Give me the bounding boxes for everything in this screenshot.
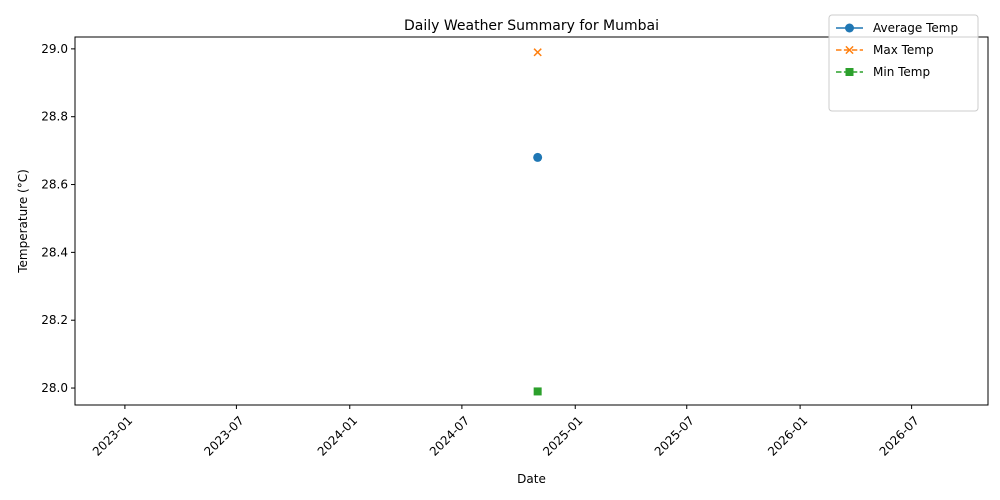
y-tick-label: 29.0 (41, 42, 68, 56)
legend-marker (845, 68, 854, 76)
data-point (533, 152, 543, 162)
legend: Average Temp Max Temp Min Temp (828, 14, 979, 112)
y-tick-label: 28.2 (41, 313, 68, 327)
legend-marker (845, 23, 854, 33)
series-max-temp (533, 48, 542, 57)
y-axis-title: Temperature (°C) (16, 169, 30, 274)
legend-item: Average Temp (836, 21, 958, 35)
chart-title: Daily Weather Summary for Mumbai (404, 18, 659, 34)
legend-marker (845, 45, 854, 55)
x-axis-title: Date (517, 472, 546, 486)
legend-label: Average Temp (873, 21, 958, 35)
legend-item: Min Temp (836, 65, 930, 79)
legend-label: Max Temp (873, 43, 934, 57)
plot-frame (74, 36, 989, 406)
y-tick-label: 28.8 (41, 110, 68, 124)
y-tick-label: 28.0 (41, 381, 68, 395)
series-layer (533, 48, 543, 396)
data-point (533, 387, 542, 396)
legend-box (828, 14, 979, 112)
y-tick-label: 28.6 (41, 178, 68, 192)
y-axis-ticks: 28.0 28.2 28.4 28.6 28.8 29.0 (41, 42, 75, 395)
series-min-temp (533, 387, 542, 396)
legend-item: Max Temp (836, 43, 934, 57)
legend-label: Min Temp (873, 65, 930, 79)
data-point (533, 48, 542, 57)
series-average-temp (533, 152, 543, 162)
y-tick-label: 28.4 (41, 245, 68, 259)
